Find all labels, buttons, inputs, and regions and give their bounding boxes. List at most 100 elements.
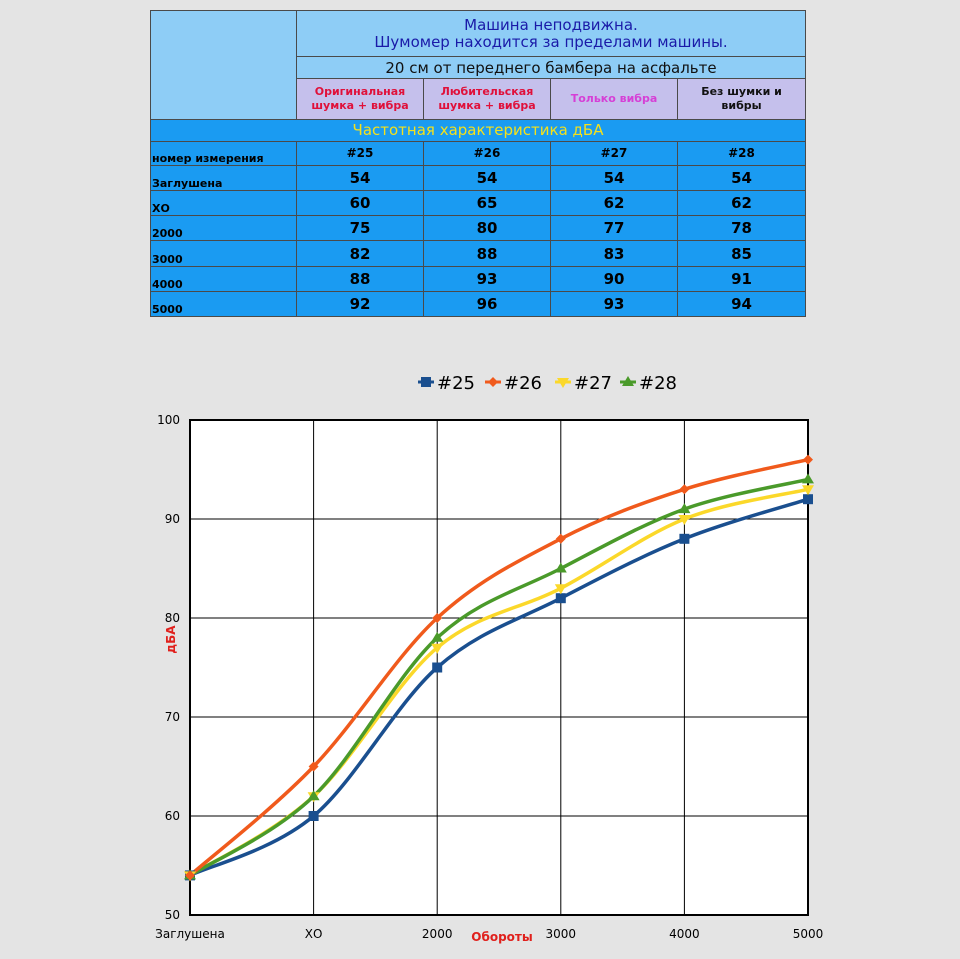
chart-markers [184, 454, 814, 882]
table-cell: 54 [296, 164, 424, 192]
data-point [308, 811, 319, 821]
table-cell: 88 [296, 265, 424, 292]
legend-marker [488, 377, 498, 387]
table-cell: 90 [550, 265, 678, 292]
data-point [678, 515, 691, 525]
table-subtitle: 20 см от переднего бамбера на асфальте [296, 56, 806, 80]
table-cell: 78 [677, 215, 806, 242]
data-point [307, 790, 320, 801]
column-header-original: Оригинальная шумка + вибра [296, 78, 424, 120]
y-tick-label: 90 [165, 512, 180, 526]
table-cell: 96 [423, 290, 551, 318]
table-measure-row: номер измерения #25 #26 #27 #28 [150, 140, 806, 166]
table-band-title: Частотная характеристика дБА [150, 118, 806, 142]
x-tick-label: 4000 [669, 927, 700, 941]
table-cell: 91 [677, 265, 806, 292]
data-point [431, 631, 444, 642]
series-line [188, 457, 809, 877]
table-cell: 80 [423, 215, 551, 242]
plot-border [189, 419, 809, 916]
table-cell: 93 [423, 265, 551, 292]
table-cell: 83 [550, 240, 678, 267]
x-axis-title: Обороты [471, 930, 532, 944]
column-header-bare: Без шумки и вибры [677, 78, 806, 120]
table-cell: 88 [423, 240, 551, 267]
chart-legend: #25 #26 #27 #28 [418, 373, 677, 394]
table-cell: 54 [550, 164, 678, 192]
table-cell: 93 [550, 290, 678, 318]
data-point [802, 485, 814, 496]
legend-marker [557, 378, 569, 388]
series-line [189, 477, 809, 877]
legend-label: #28 [639, 373, 677, 394]
table-cell: 54 [677, 164, 806, 192]
table-cell: 94 [677, 290, 806, 318]
table-title-row: Машина неподвижна. Шумомер находится за … [150, 9, 806, 120]
legend-label: #27 [574, 373, 612, 394]
measure-number: #27 [550, 140, 678, 166]
row-label: Заглушена [150, 164, 297, 192]
table-column-header-row: Оригинальная шумка + вибра Любительская … [151, 78, 806, 120]
table-cell: 65 [423, 190, 551, 217]
x-tick-label: 3000 [546, 927, 577, 941]
y-tick-label: 50 [165, 908, 180, 922]
table-title: Машина неподвижна. Шумомер находится за … [296, 9, 806, 58]
table-band-row: Частотная характеристика дБА [150, 118, 806, 142]
table-row: 4000 88 93 90 91 [150, 265, 806, 292]
data-point [679, 533, 690, 544]
table-cell: 75 [296, 215, 424, 242]
table-cell: 85 [677, 240, 806, 267]
x-tick-label: 5000 [793, 927, 824, 941]
row-label: 5000 [150, 290, 297, 318]
table-cell: 54 [423, 164, 551, 192]
table-title-line2: Шумомер находится за пределами машины. [374, 32, 728, 51]
y-tick-label: 100 [157, 413, 180, 427]
data-point [679, 484, 690, 495]
row-label: 3000 [150, 240, 297, 267]
row-label: ХО [150, 190, 297, 217]
series-line [189, 497, 809, 877]
y-tick-label: 70 [165, 710, 180, 724]
table-title-line1: Машина неподвижна. [464, 15, 638, 34]
table-cell: 92 [296, 290, 424, 318]
y-axis-title: дБА [164, 625, 178, 654]
table-subtitle-row: 20 см от переднего бамбера на асфальте [151, 56, 806, 80]
legend-label: #25 [437, 373, 475, 394]
data-point [803, 454, 813, 465]
measure-number: #25 [296, 140, 424, 166]
legend-marker [622, 376, 634, 386]
data-point [555, 593, 566, 604]
row-label: 2000 [150, 215, 297, 242]
legend-label: #26 [504, 373, 542, 394]
data-point [803, 494, 813, 505]
plot-area [190, 420, 808, 915]
table-row: 2000 75 80 77 78 [150, 215, 806, 242]
table-corner-cell [150, 10, 297, 120]
table-row: ХО 60 65 62 62 [150, 190, 806, 217]
table-cell: 60 [296, 190, 424, 217]
x-tick-label: 2000 [422, 927, 453, 941]
table-cell: 62 [550, 190, 678, 217]
table-cell: 82 [296, 240, 424, 267]
table-cell: 62 [677, 190, 806, 217]
data-point [432, 613, 443, 623]
table-row: 3000 82 88 83 85 [150, 240, 806, 267]
chart-grid [189, 419, 809, 916]
y-tick-label: 80 [165, 611, 180, 625]
chart-series-lines [188, 457, 809, 877]
x-tick-label: Заглушена [155, 927, 225, 941]
data-point [554, 562, 567, 573]
data-point [554, 584, 567, 595]
data-point [432, 662, 443, 673]
table-cell: 77 [550, 215, 678, 242]
chart-tick-labels: 50 60 70 80 90 100 Заглушена ХО 2000 3000 4000 5000 [155, 413, 823, 941]
table-row: 5000 92 96 93 94 [150, 290, 806, 318]
line-chart: #25 #26 #27 #28 50 60 70 80 90 100 Заглушена ХО 200… [155, 373, 823, 944]
legend-marker [421, 377, 431, 387]
data-point [678, 503, 691, 514]
data-point [308, 761, 319, 772]
measure-number: #28 [677, 140, 806, 166]
column-header-amateur: Любительская шумка + вибра [423, 78, 551, 120]
data-table: Машина неподвижна. Шумомер находится за … [150, 9, 806, 318]
x-tick-label: ХО [305, 927, 323, 941]
